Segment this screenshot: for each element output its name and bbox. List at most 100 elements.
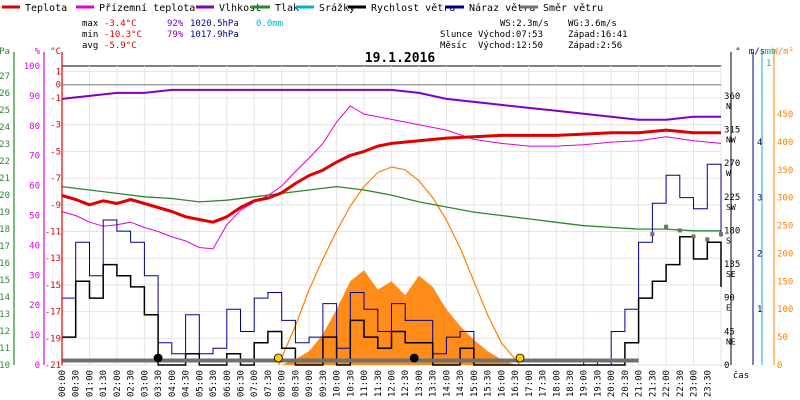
wind-tick-label: 1 (757, 305, 762, 315)
x-tick-label: 07:00 (250, 370, 260, 397)
pct-tick-label: 60 (29, 182, 40, 192)
hpa-tick-label: 1010 (0, 361, 10, 371)
axes: hPa1027102610251024102310221021102010191… (0, 47, 794, 397)
time-axis-label: čas (733, 370, 749, 381)
rain-axis-unit: mm (765, 47, 776, 57)
wind-tick-label: 2 (757, 249, 762, 259)
x-tick-label: 11:30 (374, 370, 384, 397)
x-tick-label: 17:00 (525, 370, 535, 397)
moon-label: Měsíc (440, 41, 467, 51)
x-tick-label: 06:30 (237, 370, 247, 397)
wind-direction-point (705, 237, 710, 242)
pct-tick-label: 100 (24, 62, 40, 72)
direction-letter: E (726, 304, 731, 313)
x-tick-label: 09:30 (319, 370, 329, 397)
moonrise-marker (409, 353, 419, 363)
direction-letter: S (726, 236, 731, 245)
legend-label: Srážky (319, 2, 355, 14)
stat-label: max (82, 19, 99, 29)
x-tick-label: 04:00 (168, 370, 178, 397)
ground-temperature-line (61, 105, 722, 250)
pct-tick-label: 90 (29, 92, 40, 102)
degc-tick-label: -3 (50, 121, 61, 131)
hpa-tick-label: 1027 (0, 72, 10, 82)
legend-label: Teplota (25, 3, 67, 14)
solar-radiation-area (281, 270, 516, 365)
solar-tick-label: 0 (777, 361, 782, 371)
direction-tick-label: 0 (724, 361, 729, 371)
hpa-tick-label: 1020 (0, 191, 10, 201)
hpa-tick-label: 1024 (0, 123, 10, 133)
x-tick-label: 11:00 (360, 370, 370, 397)
legend-label: Vlhkost (219, 3, 261, 14)
x-tick-label: 12:30 (401, 370, 411, 397)
sunrise-time: Východ:07:53 (478, 30, 543, 40)
stat-pressure: 1020.5hPa (190, 19, 239, 29)
legend-label: Přízemní teplota (99, 2, 195, 14)
wind-speed-stat: WS:2.3m/s (500, 19, 549, 29)
rain-tick-label: 1 (766, 59, 771, 69)
solar-tick-label: 400 (777, 138, 793, 148)
stat-humidity: 92% (167, 19, 184, 29)
x-tick-label: 14:00 (442, 370, 452, 397)
x-tick-label: 21:00 (635, 370, 645, 397)
x-tick-label: 22:30 (676, 370, 686, 397)
wind-tick-label: 4 (757, 138, 762, 148)
wind-axis-unit: m/s (749, 47, 765, 57)
x-tick-label: 00:30 (72, 370, 82, 397)
x-tick-label: 16:00 (497, 370, 507, 397)
x-tick-label: 03:00 (140, 370, 150, 397)
solar-tick-label: 150 (777, 277, 793, 287)
stat-temp: -5.9°C (104, 41, 137, 51)
solar-tick-label: 300 (777, 194, 793, 204)
x-tick-label: 21:30 (648, 370, 658, 397)
stat-temp: -10.3°C (104, 30, 142, 40)
x-tick-label: 02:00 (113, 370, 123, 397)
pct-tick-label: 10 (29, 331, 40, 341)
hpa-tick-label: 1025 (0, 106, 10, 116)
direction-tick-label: 45 (724, 327, 735, 337)
solar-axis-unit: W/m² (772, 47, 794, 57)
direction-axis-unit: ° (735, 47, 740, 57)
x-tick-label: 22:00 (662, 370, 672, 397)
stat-humidity: 79% (167, 30, 184, 40)
moonrise-time: Východ:12:50 (478, 41, 543, 51)
hpa-tick-label: 1023 (0, 140, 10, 150)
x-tick-label: 12:00 (388, 370, 398, 397)
wind-gust-stat: WG:3.6m/s (568, 19, 617, 29)
x-tick-label: 07:30 (264, 370, 274, 397)
hpa-tick-label: 1019 (0, 208, 10, 218)
x-tick-label: 19:30 (593, 370, 603, 397)
sunset-marker (515, 353, 525, 363)
hpa-tick-label: 1022 (0, 157, 10, 167)
direction-tick-label: 90 (724, 294, 735, 304)
degc-tick-label: -19 (45, 334, 61, 344)
degc-tick-label: -15 (45, 281, 61, 291)
x-tick-label: 14:30 (456, 370, 466, 397)
x-tick-label: 17:30 (539, 370, 549, 397)
x-tick-label: 06:00 (223, 370, 233, 397)
x-tick-label: 13:00 (415, 370, 425, 397)
x-tick-label: 08:00 (278, 370, 288, 397)
pct-tick-label: 80 (29, 122, 40, 132)
x-tick-label: 01:00 (86, 370, 96, 397)
hpa-tick-label: 1012 (0, 327, 10, 337)
moonset-marker (153, 353, 163, 363)
degc-tick-label: -5 (50, 147, 61, 157)
wind-direction-point (691, 234, 696, 239)
x-tick-label: 16:30 (511, 370, 521, 397)
direction-tick-label: 135 (724, 260, 740, 270)
direction-tick-label: 315 (724, 126, 740, 136)
degc-tick-label: -9 (50, 201, 61, 211)
sun-label: Slunce (440, 30, 473, 40)
x-tick-label: 10:00 (333, 370, 343, 397)
degc-tick-label: -17 (45, 308, 61, 318)
solar-tick-label: 350 (777, 166, 793, 176)
legend-label: Směr větru (543, 2, 603, 14)
pct-tick-label: 70 (29, 152, 40, 162)
pct-tick-label: 0 (35, 361, 40, 371)
humidity-line (61, 88, 721, 121)
x-tick-label: 05:00 (195, 370, 205, 397)
